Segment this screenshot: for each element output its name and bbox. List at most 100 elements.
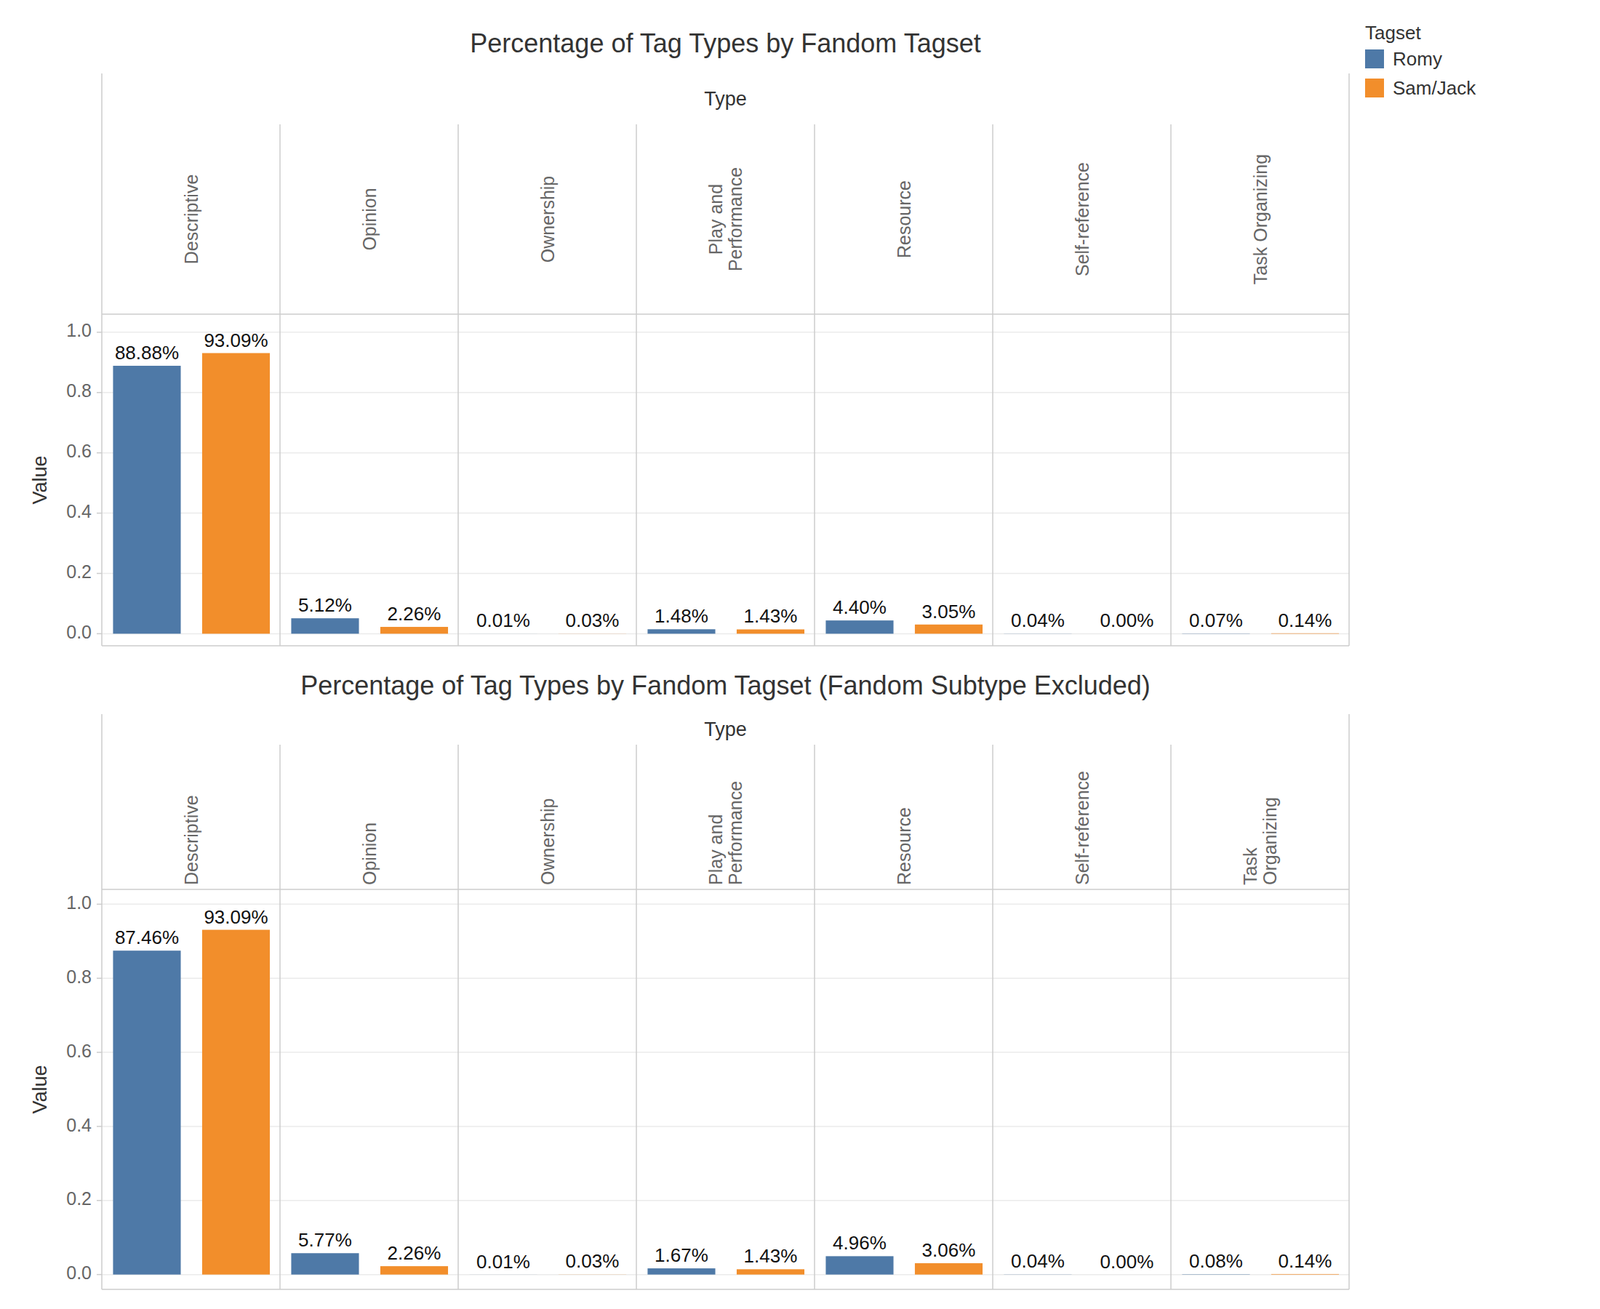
frame: [279, 124, 281, 646]
data-label: 0.00%: [1100, 609, 1155, 632]
data-label: 5.12%: [298, 594, 352, 616]
bar: [736, 629, 805, 634]
tick-mark: [96, 331, 102, 334]
tick-label: 0.4: [66, 501, 92, 522]
frame: [101, 888, 1350, 891]
data-label: 0.08%: [1189, 1250, 1243, 1272]
category-label: Resource: [893, 180, 915, 259]
data-label: 0.03%: [565, 609, 620, 632]
canvas: Percentage of Tag Types by Fandom Tagset…: [0, 0, 1600, 1309]
legend-label: Sam/Jack: [1392, 77, 1477, 99]
category-label: Ownership: [537, 798, 558, 886]
category-label-line: Self-reference: [1072, 162, 1093, 277]
frame: [992, 744, 994, 1290]
frame: [101, 73, 103, 646]
frame: [1170, 124, 1172, 646]
category-label: Opinion: [359, 187, 380, 251]
data-label: 87.46%: [114, 926, 179, 949]
bar: [825, 1256, 894, 1275]
tick-mark: [96, 977, 102, 979]
frame: [101, 714, 103, 1290]
category-label: TaskOrganizing: [1240, 797, 1280, 886]
bar: [469, 1274, 537, 1275]
tick-label: 0.4: [66, 1114, 92, 1136]
chart: Percentage of Tag Types by Fandom Tagset…: [29, 670, 1350, 1290]
bar: [1181, 633, 1250, 635]
x-axis-label: Type: [704, 88, 747, 110]
data-label: 0.04%: [1010, 609, 1065, 632]
tick-mark: [96, 1200, 102, 1202]
x-axis-label: Type: [704, 718, 747, 741]
frame: [101, 313, 1350, 315]
category-label-line: Resource: [893, 180, 915, 259]
bar: [469, 633, 537, 635]
tick-label: 0.8: [66, 380, 92, 401]
category-label-line: Task: [1240, 847, 1261, 886]
data-label: 0.00%: [1100, 1250, 1155, 1273]
data-label: 93.09%: [203, 906, 268, 928]
category-label-line: Performance: [725, 167, 746, 272]
data-label: 93.09%: [203, 329, 268, 352]
grid-line: [101, 977, 1350, 979]
data-label: 5.77%: [298, 1229, 352, 1251]
category-label: Self-reference: [1072, 162, 1093, 277]
category-label: Opinion: [359, 822, 380, 886]
y-axis-label: Value: [29, 455, 51, 504]
data-label: 2.26%: [387, 602, 442, 625]
tick-label: 0.6: [66, 440, 92, 462]
data-label: 3.06%: [922, 1239, 976, 1262]
tick-label: 0.0: [66, 621, 92, 643]
bar: [558, 1274, 627, 1275]
bar: [1271, 1273, 1339, 1275]
bar: [290, 1253, 359, 1275]
category-label-line: Play and: [705, 814, 726, 886]
grid-line: [101, 331, 1350, 334]
bar: [380, 1266, 448, 1275]
legend-swatch: [1365, 49, 1384, 69]
frame: [992, 124, 994, 646]
data-label: 1.43%: [744, 605, 798, 627]
chart: Percentage of Tag Types by Fandom Tagset…: [29, 28, 1350, 646]
tick-label: 0.2: [66, 561, 92, 582]
frame: [813, 744, 816, 1290]
bar: [1093, 633, 1161, 635]
data-label: 0.14%: [1278, 609, 1333, 632]
category-label: Task Organizing: [1250, 154, 1271, 285]
category-label-line: Opinion: [359, 822, 380, 886]
category-label-line: Self-reference: [1072, 770, 1093, 886]
legend: TagsetRomySam/Jack: [1365, 21, 1477, 99]
bar: [112, 950, 181, 1275]
legend-label: Romy: [1392, 48, 1443, 70]
category-label: Self-reference: [1072, 770, 1093, 886]
bar: [914, 624, 983, 635]
category-label-line: Ownership: [537, 176, 558, 264]
frame: [1170, 744, 1172, 1290]
bar: [1271, 632, 1339, 635]
grid-line: [101, 452, 1350, 454]
frame: [635, 124, 638, 646]
bars: [112, 353, 1339, 635]
bar: [647, 629, 715, 634]
category-label: Ownership: [537, 176, 558, 264]
tick-mark: [96, 392, 102, 394]
tick-label: 0.8: [66, 966, 92, 987]
data-label: 88.88%: [114, 341, 179, 364]
tick-label: 1.0: [66, 892, 92, 913]
data-label: 4.96%: [832, 1232, 887, 1254]
data-label: 3.05%: [922, 600, 976, 623]
data-label: 4.40%: [832, 596, 887, 619]
frame: [457, 744, 459, 1290]
category-label: Descriptive: [181, 174, 202, 265]
data-label: 1.67%: [654, 1244, 709, 1267]
frame: [457, 124, 459, 646]
frame: [1348, 73, 1350, 646]
category-label-line: Task Organizing: [1250, 154, 1271, 285]
tick-mark: [96, 904, 102, 906]
tick-label: 1.0: [66, 320, 92, 341]
data-label: 0.01%: [476, 1250, 531, 1273]
chart-title: Percentage of Tag Types by Fandom Tagset…: [300, 670, 1151, 701]
category-label-line: Performance: [725, 781, 746, 886]
bar: [647, 1268, 715, 1275]
grid-line: [101, 1274, 1350, 1276]
category-label: Resource: [893, 807, 915, 886]
